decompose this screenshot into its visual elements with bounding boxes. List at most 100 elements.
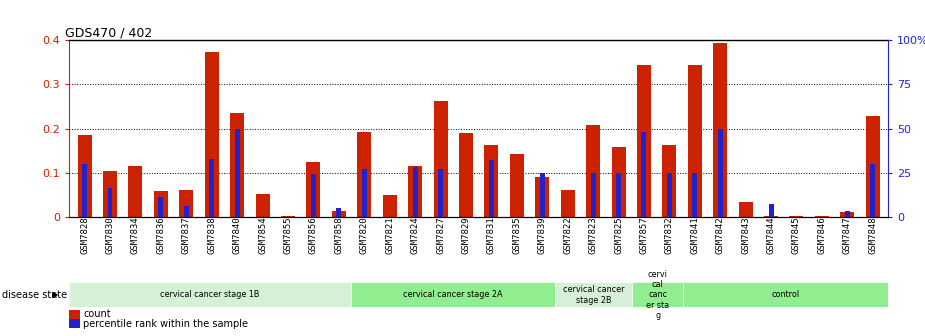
Text: GSM7854: GSM7854 (258, 217, 267, 254)
Text: GSM7820: GSM7820 (360, 217, 369, 254)
Text: GSM7823: GSM7823 (588, 217, 598, 254)
Bar (408, 166, 422, 217)
Bar (536, 177, 549, 217)
Bar (611, 147, 625, 217)
Bar (235, 128, 240, 217)
Text: cervi
cal
canc
er sta
g: cervi cal canc er sta g (647, 269, 670, 320)
Bar (769, 204, 773, 217)
Bar (591, 173, 596, 217)
Bar (489, 160, 494, 217)
Text: GSM7832: GSM7832 (665, 217, 673, 254)
Text: GSM7842: GSM7842 (716, 217, 724, 254)
Text: GSM7858: GSM7858 (334, 217, 343, 254)
Bar (209, 159, 215, 217)
Bar (840, 212, 855, 217)
Bar (129, 166, 142, 217)
Bar (667, 173, 672, 217)
Text: GSM7843: GSM7843 (741, 217, 750, 254)
Text: GSM7837: GSM7837 (182, 217, 191, 254)
Bar (69, 282, 351, 307)
Bar (332, 211, 346, 217)
Text: GSM7847: GSM7847 (843, 217, 852, 254)
Bar (485, 145, 499, 217)
Text: GSM7821: GSM7821 (385, 217, 394, 254)
Text: GSM7822: GSM7822 (563, 217, 573, 254)
Text: GSM7855: GSM7855 (284, 217, 292, 254)
Text: GSM7838: GSM7838 (207, 217, 216, 254)
Text: GSM7835: GSM7835 (512, 217, 522, 254)
Bar (764, 216, 778, 217)
Bar (154, 191, 168, 217)
Text: GSM7856: GSM7856 (309, 217, 318, 254)
Bar (383, 195, 397, 217)
Text: GSM7844: GSM7844 (767, 217, 775, 254)
Bar (561, 190, 574, 217)
Text: GSM7845: GSM7845 (792, 217, 801, 254)
Text: cervical cancer stage 2A: cervical cancer stage 2A (403, 290, 503, 299)
Bar (230, 113, 244, 217)
Bar (510, 154, 524, 217)
Bar (815, 216, 829, 217)
Bar (616, 173, 621, 217)
Text: GSM7840: GSM7840 (233, 217, 241, 254)
Text: GSM7839: GSM7839 (537, 217, 547, 254)
Bar (413, 167, 417, 217)
Bar (434, 101, 448, 217)
Bar (586, 125, 600, 217)
Bar (311, 174, 315, 217)
Text: count: count (83, 309, 111, 320)
Bar (684, 282, 888, 307)
Bar (351, 282, 555, 307)
Bar (789, 216, 804, 217)
Text: control: control (771, 290, 800, 299)
Text: GSM7829: GSM7829 (462, 217, 471, 254)
Text: cervical cancer
stage 2B: cervical cancer stage 2B (563, 285, 624, 304)
Bar (184, 206, 189, 217)
Bar (637, 65, 651, 217)
Text: GSM7824: GSM7824 (411, 217, 420, 254)
Text: GSM7841: GSM7841 (690, 217, 699, 254)
Text: GSM7830: GSM7830 (105, 217, 115, 254)
Bar (642, 132, 647, 217)
Text: GSM7828: GSM7828 (80, 217, 89, 254)
Bar (103, 171, 117, 217)
Bar (739, 202, 753, 217)
Bar (870, 164, 875, 217)
Text: GSM7825: GSM7825 (614, 217, 623, 254)
Bar (866, 116, 880, 217)
Bar (438, 169, 443, 217)
Bar (158, 197, 164, 217)
Bar (362, 169, 366, 217)
Bar (179, 190, 193, 217)
Bar (540, 173, 545, 217)
Bar (78, 135, 92, 217)
Bar (662, 145, 676, 217)
Bar (306, 162, 320, 217)
Bar (107, 188, 113, 217)
Bar (845, 211, 850, 217)
Bar (632, 282, 684, 307)
Text: disease state: disease state (2, 290, 67, 300)
Text: GSM7827: GSM7827 (436, 217, 445, 254)
Text: GSM7836: GSM7836 (156, 217, 166, 254)
Bar (459, 133, 473, 217)
Text: cervical cancer stage 1B: cervical cancer stage 1B (160, 290, 260, 299)
Bar (718, 128, 722, 217)
Bar (692, 173, 697, 217)
Text: GSM7831: GSM7831 (487, 217, 496, 254)
Bar (357, 132, 371, 217)
Text: percentile rank within the sample: percentile rank within the sample (83, 319, 248, 329)
Bar (204, 52, 218, 217)
Bar (713, 43, 727, 217)
Text: GSM7846: GSM7846 (818, 217, 826, 254)
Bar (281, 216, 295, 217)
Bar (255, 194, 269, 217)
Text: GDS470 / 402: GDS470 / 402 (66, 26, 153, 39)
Bar (688, 65, 702, 217)
Bar (337, 208, 341, 217)
Text: ▶: ▶ (52, 290, 58, 299)
Text: GSM7848: GSM7848 (869, 217, 877, 254)
Bar (555, 282, 632, 307)
Bar (82, 164, 87, 217)
Text: GSM7834: GSM7834 (131, 217, 140, 254)
